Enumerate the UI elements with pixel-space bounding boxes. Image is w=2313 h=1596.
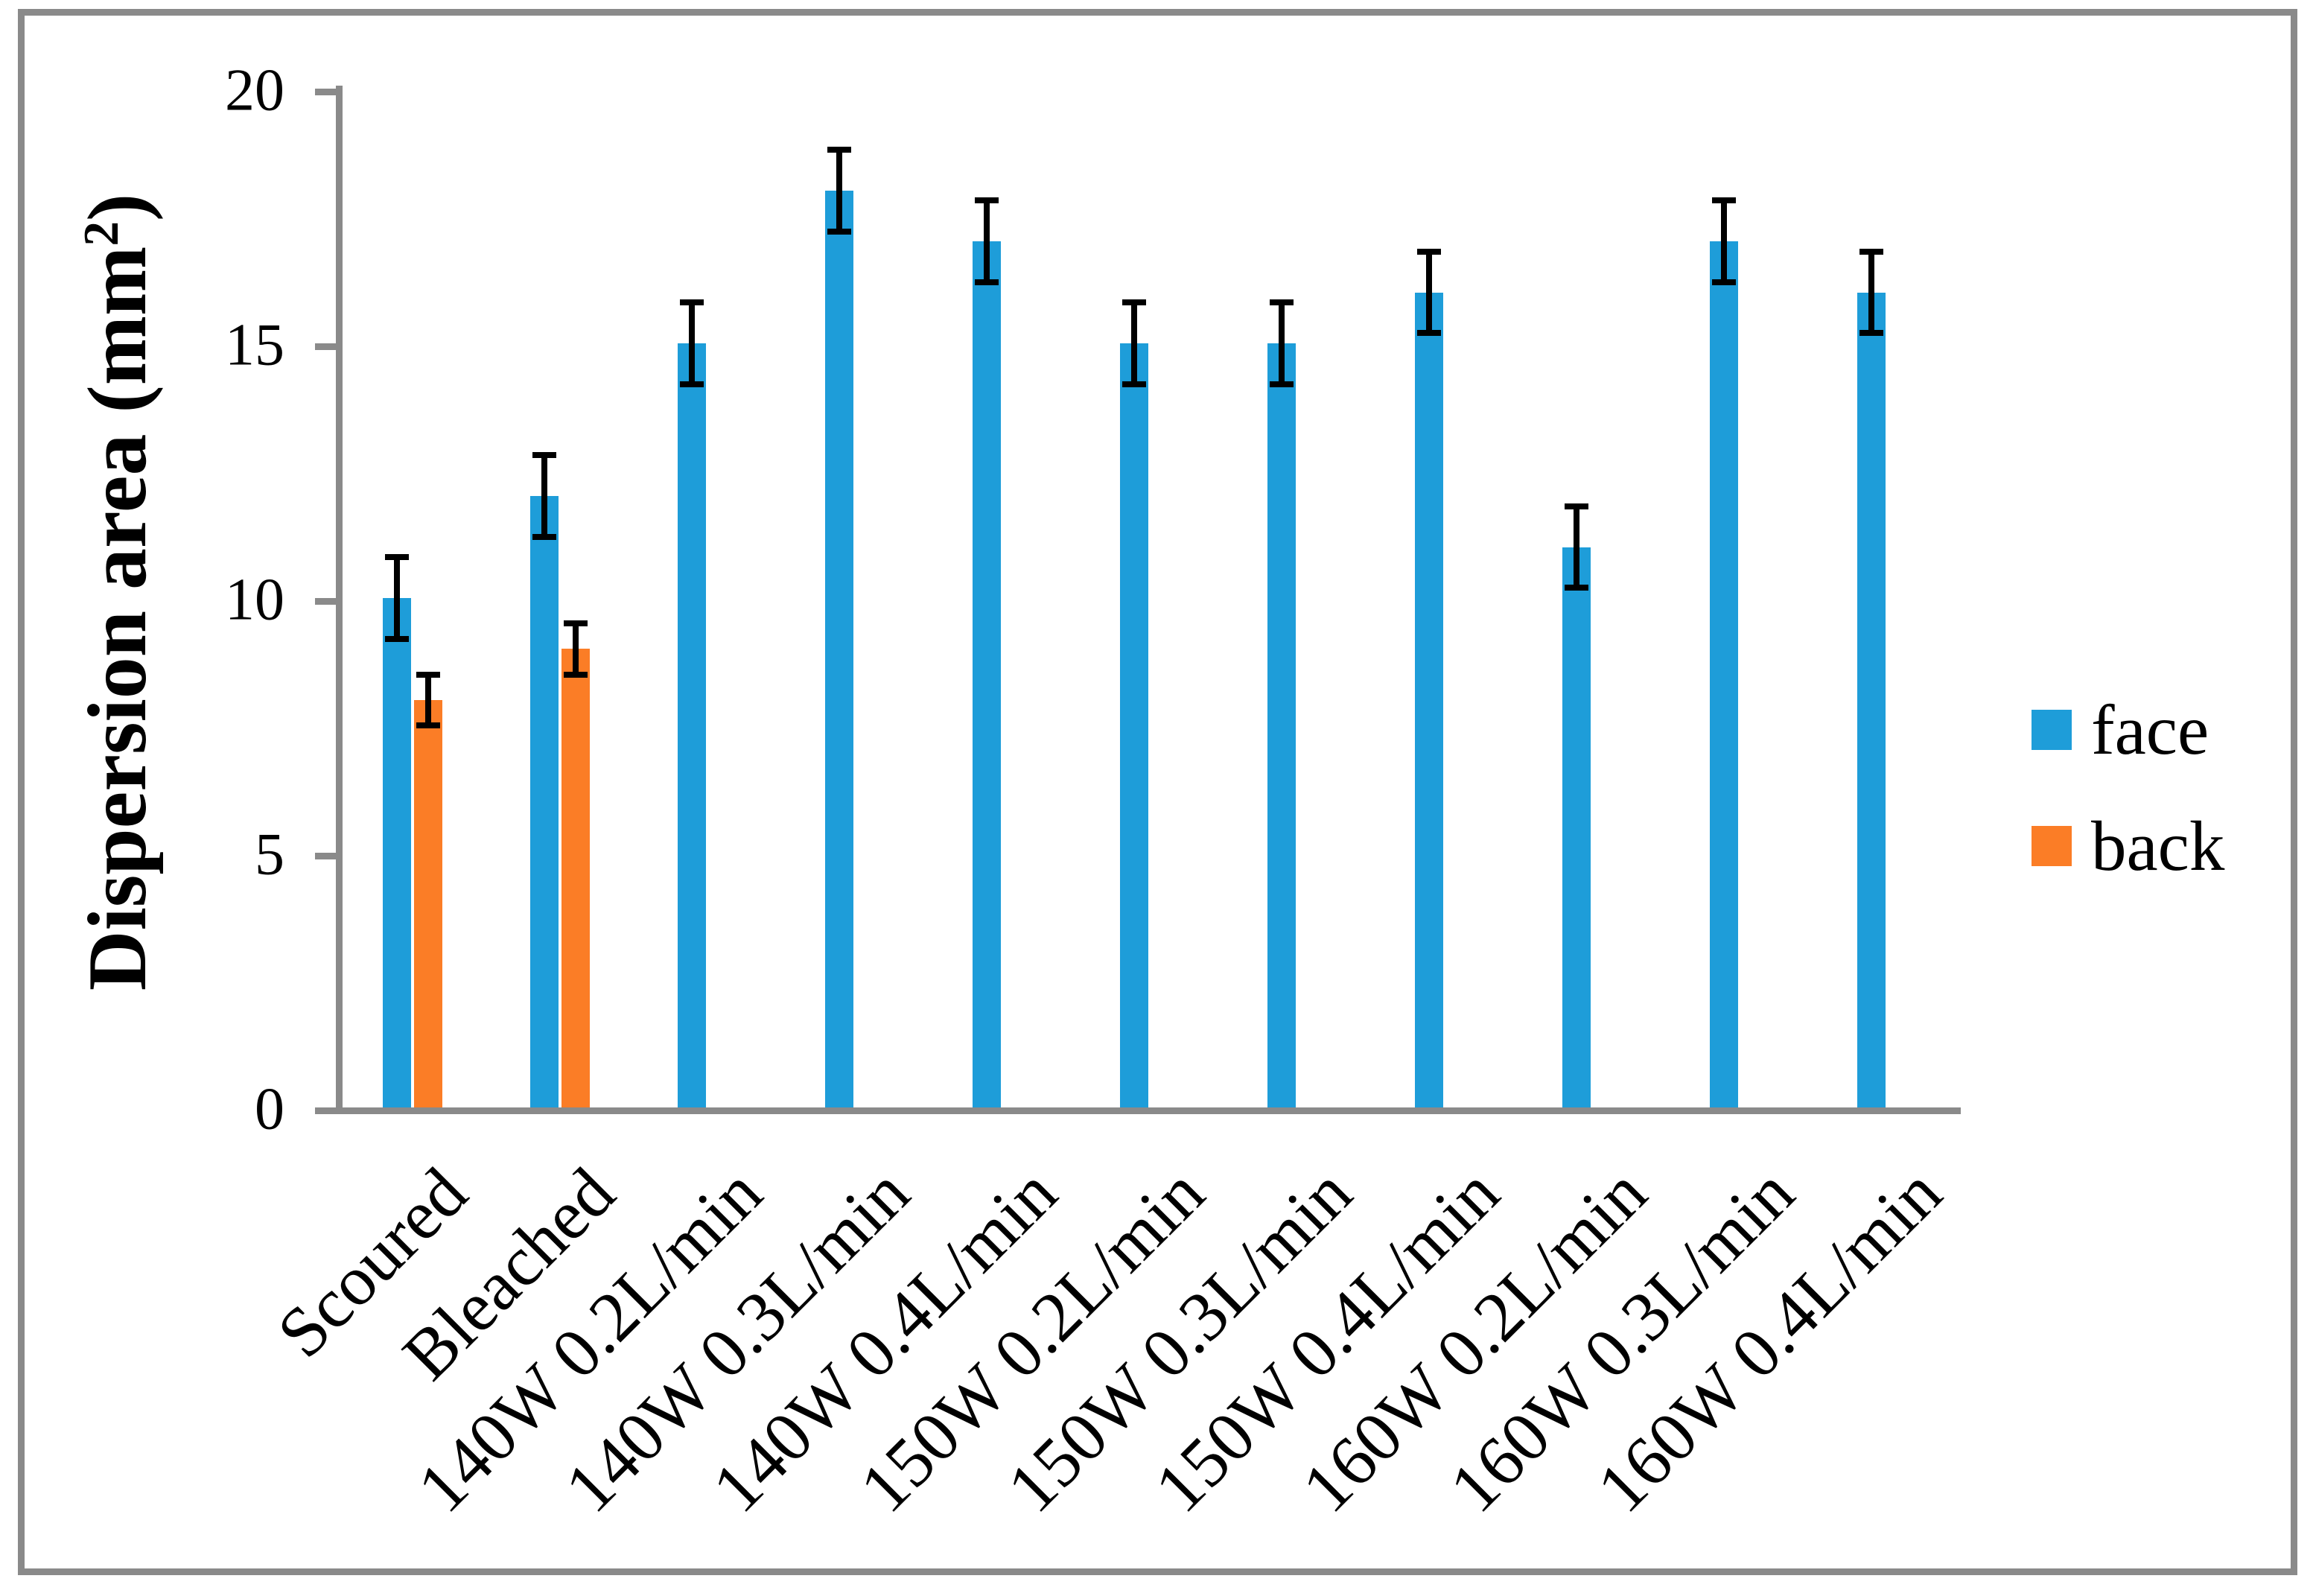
legend-swatch-back [2032, 826, 2072, 866]
y-axis-tick [315, 1107, 336, 1114]
error-bar-cap-bottom [1712, 279, 1736, 285]
y-axis-tick [315, 852, 336, 859]
error-bar-line [1721, 200, 1727, 282]
error-bar-line [1426, 251, 1432, 334]
face-bar [1415, 292, 1443, 1107]
face-bar [1267, 343, 1296, 1107]
y-tick-label: 0 [255, 1076, 284, 1142]
error-bar-line [541, 455, 547, 537]
error-bar-cap-top [564, 620, 588, 627]
error-bar-cap-top [1712, 197, 1736, 204]
error-bar-cap-bottom [827, 228, 851, 235]
face-bar [1710, 241, 1738, 1107]
error-bar-line [689, 302, 695, 384]
error-bar-line [425, 674, 431, 725]
error-bar-cap-top [827, 147, 851, 153]
error-bar-cap-bottom [680, 381, 704, 387]
face-bar [383, 598, 411, 1107]
y-axis-line [336, 86, 343, 1114]
error-bar-cap-bottom [1417, 330, 1441, 337]
error-bar-line [1279, 302, 1285, 384]
y-axis-tick [315, 343, 336, 350]
error-bar-cap-bottom [975, 279, 999, 285]
legend-swatch-face [2032, 710, 2072, 750]
error-bar-cap-top [385, 554, 409, 561]
y-tick-label: 5 [255, 821, 284, 888]
face-bar [678, 343, 706, 1107]
error-bar-cap-top [1859, 248, 1883, 255]
error-bar-cap-bottom [1122, 381, 1146, 387]
face-bar [825, 190, 853, 1107]
error-bar-cap-top [416, 671, 440, 678]
error-bar-line [984, 200, 990, 282]
error-bar-cap-bottom [385, 635, 409, 642]
error-bar-line [1868, 251, 1874, 334]
error-bar-line [1574, 506, 1579, 588]
error-bar-cap-top [1122, 299, 1146, 306]
error-bar-line [1131, 302, 1137, 384]
error-bar-cap-top [680, 299, 704, 306]
error-bar-line [573, 623, 579, 675]
face-bar [1562, 547, 1591, 1107]
error-bar-line [394, 557, 400, 639]
back-bar [414, 699, 442, 1107]
error-bar-cap-bottom [416, 722, 440, 728]
legend-item-back: back [2032, 810, 2224, 881]
y-axis-title-close: ) [71, 193, 164, 222]
face-bar [1120, 343, 1148, 1107]
face-bar [1857, 292, 1886, 1107]
y-tick-label: 10 [225, 567, 284, 633]
legend-label-face: face [2091, 690, 2209, 769]
y-tick-label: 20 [225, 57, 284, 124]
error-bar-cap-bottom [532, 533, 556, 540]
error-bar-cap-top [532, 452, 556, 459]
error-bar-cap-bottom [1565, 585, 1588, 591]
y-axis-tick [315, 88, 336, 95]
error-bar-cap-bottom [1270, 381, 1294, 387]
error-bar-line [836, 150, 842, 232]
face-bar [973, 241, 1001, 1107]
error-bar-cap-bottom [1859, 330, 1883, 337]
error-bar-cap-top [1565, 503, 1588, 509]
legend-label-back: back [2091, 806, 2225, 886]
error-bar-cap-top [1270, 299, 1294, 306]
legend-item-face: face [2032, 694, 2209, 765]
y-tick-label: 15 [225, 312, 284, 378]
y-axis-title-superscript: 2 [73, 221, 130, 247]
error-bar-cap-top [1417, 248, 1441, 255]
face-bar [530, 496, 559, 1107]
chart-border [18, 9, 2297, 1575]
x-axis-line [336, 1107, 1961, 1114]
error-bar-cap-top [975, 197, 999, 204]
error-bar-cap-bottom [564, 671, 588, 678]
y-axis-tick [315, 597, 336, 605]
back-bar [561, 649, 590, 1107]
